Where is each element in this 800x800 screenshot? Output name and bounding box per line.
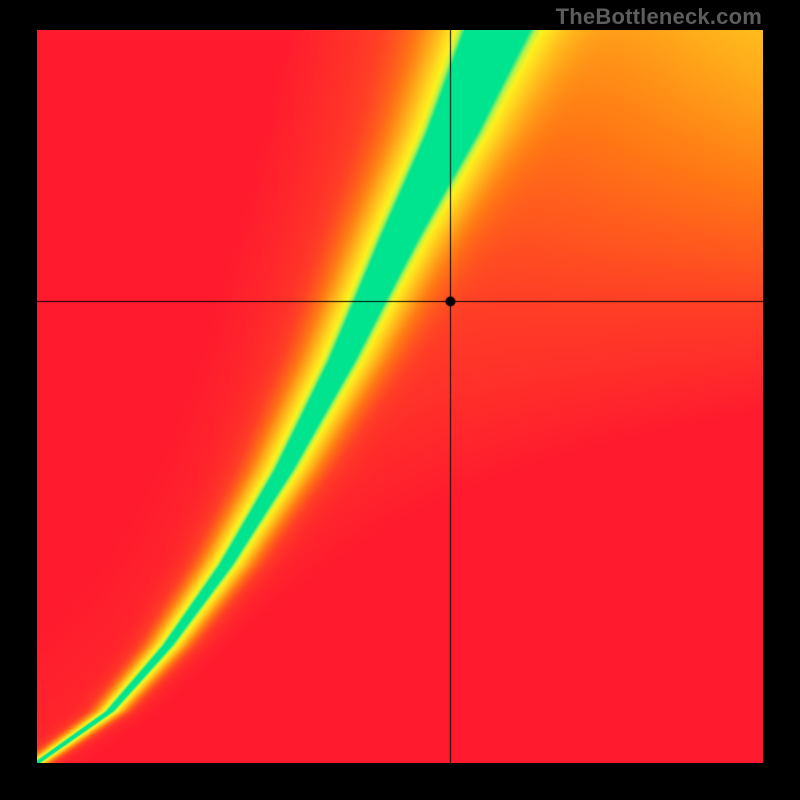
watermark-text: TheBottleneck.com bbox=[556, 4, 762, 30]
outer-frame: TheBottleneck.com bbox=[0, 0, 800, 800]
bottleneck-heatmap bbox=[37, 30, 763, 763]
